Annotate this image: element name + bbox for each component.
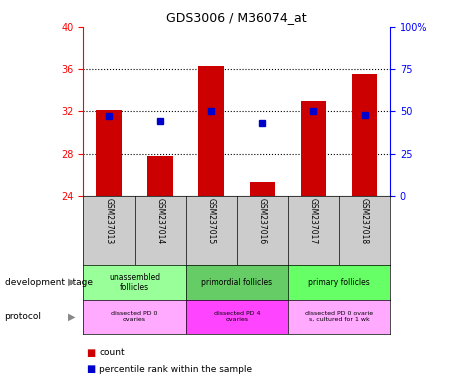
Text: development stage: development stage xyxy=(5,278,92,287)
Title: GDS3006 / M36074_at: GDS3006 / M36074_at xyxy=(166,11,307,24)
Bar xyxy=(96,110,122,196)
Text: dissected PD 0
ovaries: dissected PD 0 ovaries xyxy=(111,311,158,322)
Bar xyxy=(198,66,224,196)
Text: unassembled
follicles: unassembled follicles xyxy=(109,273,160,292)
Text: GSM237013: GSM237013 xyxy=(105,198,114,244)
Text: dissected PD 4
ovaries: dissected PD 4 ovaries xyxy=(213,311,260,322)
Text: GSM237015: GSM237015 xyxy=(207,198,216,244)
Text: protocol: protocol xyxy=(5,312,41,321)
Bar xyxy=(147,156,173,196)
Bar xyxy=(301,101,326,196)
Text: ■: ■ xyxy=(86,364,95,374)
Text: dissected PD 0 ovarie
s, cultured for 1 wk: dissected PD 0 ovarie s, cultured for 1 … xyxy=(305,311,373,322)
Bar xyxy=(249,182,275,196)
Text: count: count xyxy=(99,348,125,357)
Bar xyxy=(352,74,377,196)
Bar xyxy=(288,265,390,300)
Text: ▶: ▶ xyxy=(69,312,76,322)
Text: percentile rank within the sample: percentile rank within the sample xyxy=(99,365,253,374)
Text: GSM237016: GSM237016 xyxy=(258,198,267,244)
Text: ▶: ▶ xyxy=(69,277,76,287)
Text: primordial follicles: primordial follicles xyxy=(201,278,272,287)
Text: GSM237017: GSM237017 xyxy=(309,198,318,244)
Text: primary follicles: primary follicles xyxy=(308,278,370,287)
Bar xyxy=(83,265,186,300)
Bar xyxy=(288,300,390,334)
Text: GSM237018: GSM237018 xyxy=(360,198,369,244)
Bar xyxy=(83,300,186,334)
Bar xyxy=(186,265,288,300)
Text: ■: ■ xyxy=(86,348,95,358)
Text: GSM237014: GSM237014 xyxy=(156,198,165,244)
Bar xyxy=(186,300,288,334)
